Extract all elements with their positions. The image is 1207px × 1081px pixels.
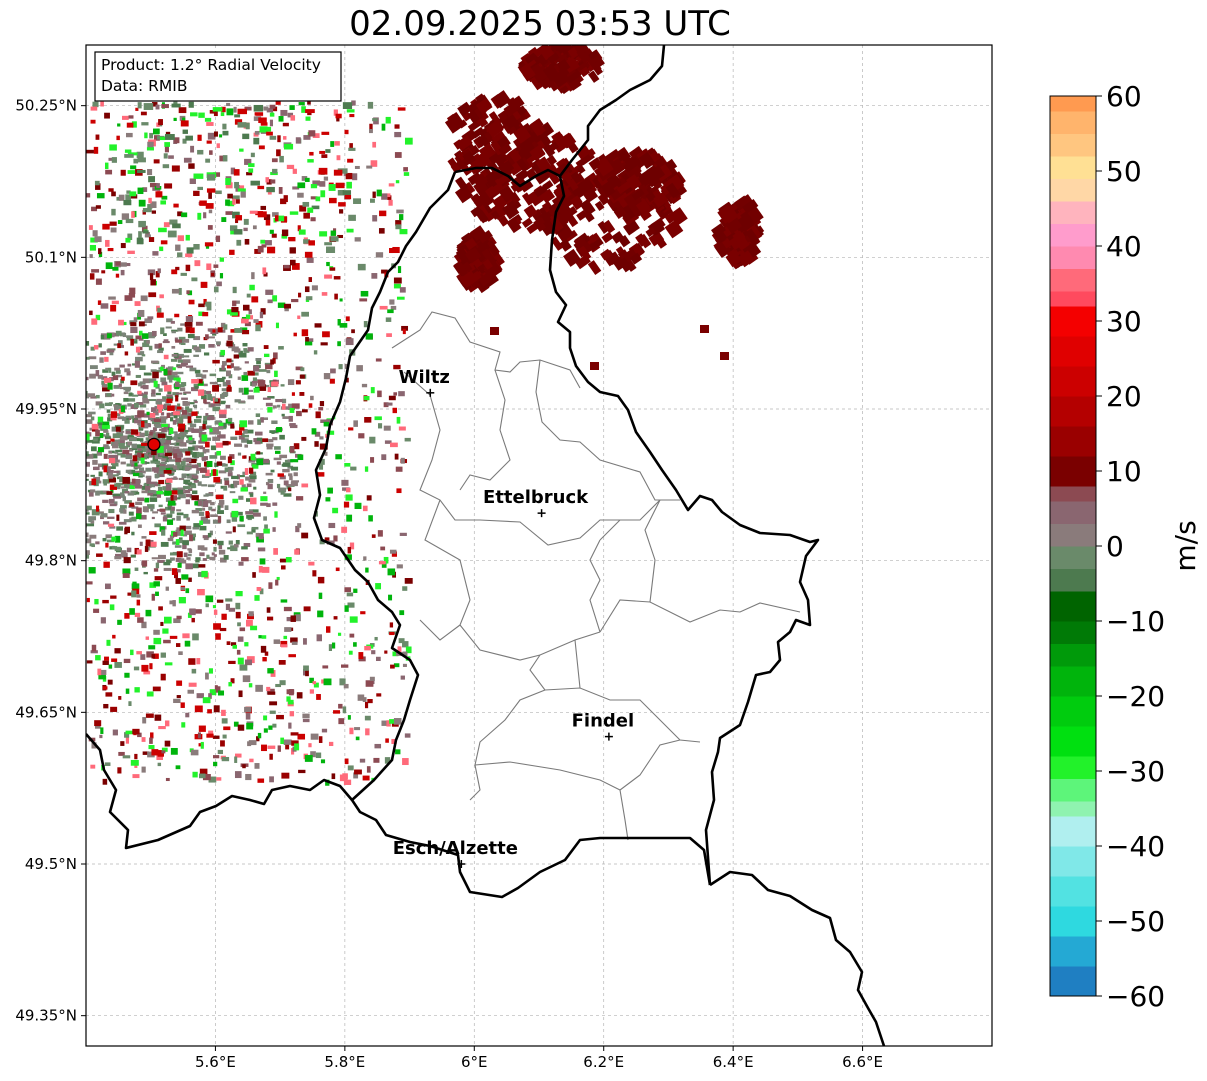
city-wiltz: Wiltz xyxy=(399,367,450,397)
colorbar-tick-label: −60 xyxy=(1106,980,1165,1013)
colorbar-segment xyxy=(1050,111,1096,134)
colorbar-segment xyxy=(1050,396,1096,427)
colorbar-segment xyxy=(1050,156,1096,179)
colorbar-tick-label: −50 xyxy=(1106,905,1165,938)
colorbar-tick-label: 0 xyxy=(1106,530,1124,563)
colorbar-segment xyxy=(1050,546,1096,569)
colorbar-tick-label: −30 xyxy=(1106,755,1165,788)
colorbar-segment xyxy=(1050,426,1096,457)
city-ettelbruck: Ettelbruck xyxy=(483,487,589,518)
x-tick-label: 5.6°E xyxy=(195,1053,236,1071)
colorbar-tick-label: 40 xyxy=(1106,230,1142,263)
colorbar-segment xyxy=(1050,178,1096,202)
colorbar-segment xyxy=(1050,966,1096,997)
city-findel: Findel xyxy=(572,711,635,741)
city-label: Findel xyxy=(572,711,635,732)
colorbar-segment xyxy=(1050,96,1096,112)
colorbar-segment xyxy=(1050,666,1096,697)
colorbar-segment xyxy=(1050,876,1096,907)
colorbar-segment xyxy=(1050,201,1096,224)
colorbar-tick-label: 30 xyxy=(1106,305,1142,338)
colorbar-segment xyxy=(1050,816,1096,847)
colorbar-segment xyxy=(1050,726,1096,757)
info-product: Product: 1.2° Radial Velocity xyxy=(101,56,321,74)
colorbar-segment xyxy=(1050,591,1096,622)
colorbar-segment xyxy=(1050,568,1096,592)
colorbar-tick-label: −20 xyxy=(1106,680,1165,713)
canton-borders xyxy=(391,311,801,841)
colorbar-segment xyxy=(1050,906,1096,937)
map-frame xyxy=(85,44,993,1047)
grid-lines xyxy=(86,45,992,1046)
y-tick-label: 49.8°N xyxy=(25,552,77,570)
colorbar xyxy=(1050,96,1096,997)
colorbar-segment xyxy=(1050,291,1096,307)
x-tick-label: 6.6°E xyxy=(842,1053,883,1071)
city-markers: Wiltz Ettelbruck Findel Esch/Alzette xyxy=(393,367,634,868)
colorbar-segment xyxy=(1050,846,1096,877)
colorbar-segment xyxy=(1050,756,1096,779)
colorbar-tick-label: 50 xyxy=(1106,155,1142,188)
colorbar-segment xyxy=(1050,306,1096,337)
radar-site-marker xyxy=(147,437,161,452)
info-box: Product: 1.2° Radial Velocity Data: RMIB xyxy=(94,51,342,102)
colorbar-segment xyxy=(1050,621,1096,644)
city-label: Esch/Alzette xyxy=(393,838,518,859)
colorbar-segment xyxy=(1050,366,1096,397)
y-tick-label: 49.35°N xyxy=(15,1007,77,1025)
colorbar-segment xyxy=(1050,801,1096,817)
y-tick-label: 49.95°N xyxy=(15,400,77,418)
national-borders xyxy=(86,45,886,1046)
colorbar-segment xyxy=(1050,456,1096,487)
map-title: 02.09.2025 03:53 UTC xyxy=(349,4,731,44)
city-eschalzette: Esch/Alzette xyxy=(393,838,518,868)
city-label: Wiltz xyxy=(399,367,450,388)
y-tick-label: 49.65°N xyxy=(15,703,77,721)
colorbar-segment xyxy=(1050,246,1096,269)
colorbar-segment xyxy=(1050,643,1096,667)
colorbar-tick-label: −10 xyxy=(1106,605,1165,638)
colorbar-segment xyxy=(1050,778,1096,802)
colorbar-segment xyxy=(1050,133,1096,157)
colorbar-tick-label: 10 xyxy=(1106,455,1142,488)
colorbar-segment xyxy=(1050,223,1096,247)
x-tick-label: 6.2°E xyxy=(583,1053,624,1071)
y-tick-label: 50.25°N xyxy=(15,97,77,115)
x-tick-label: 6.4°E xyxy=(713,1053,754,1071)
x-tick-label: 6°E xyxy=(461,1053,488,1071)
colorbar-tick-label: −40 xyxy=(1106,830,1165,863)
radar-echoes xyxy=(86,45,765,786)
colorbar-segment xyxy=(1050,696,1096,727)
x-tick-label: 5.8°E xyxy=(324,1053,365,1071)
city-label: Ettelbruck xyxy=(483,487,589,508)
info-data-source: Data: RMIB xyxy=(101,77,188,95)
colorbar-label: m/s xyxy=(1169,520,1202,571)
colorbar-segment xyxy=(1050,936,1096,967)
x-axis-ticks: 5.6°E 5.8°E 6°E 6.2°E 6.4°E 6.6°E xyxy=(195,1046,883,1071)
y-tick-label: 49.5°N xyxy=(25,855,77,873)
colorbar-segment xyxy=(1050,268,1096,292)
y-axis-ticks: 50.25°N 50.1°N 49.95°N 49.8°N 49.65°N 49.5°N 4… xyxy=(15,97,86,1025)
colorbar-segment xyxy=(1050,501,1096,524)
colorbar-tick-label: 60 xyxy=(1106,80,1142,113)
colorbar-segment xyxy=(1050,336,1096,367)
colorbar-segment xyxy=(1050,523,1096,547)
colorbar-segment xyxy=(1050,486,1096,502)
colorbar-ticks: 60 50 40 30 20 10 0 −10 −20 −30 −40 −50 −60 xyxy=(1096,80,1165,1013)
y-tick-label: 50.1°N xyxy=(25,248,77,266)
colorbar-tick-label: 20 xyxy=(1106,380,1142,413)
